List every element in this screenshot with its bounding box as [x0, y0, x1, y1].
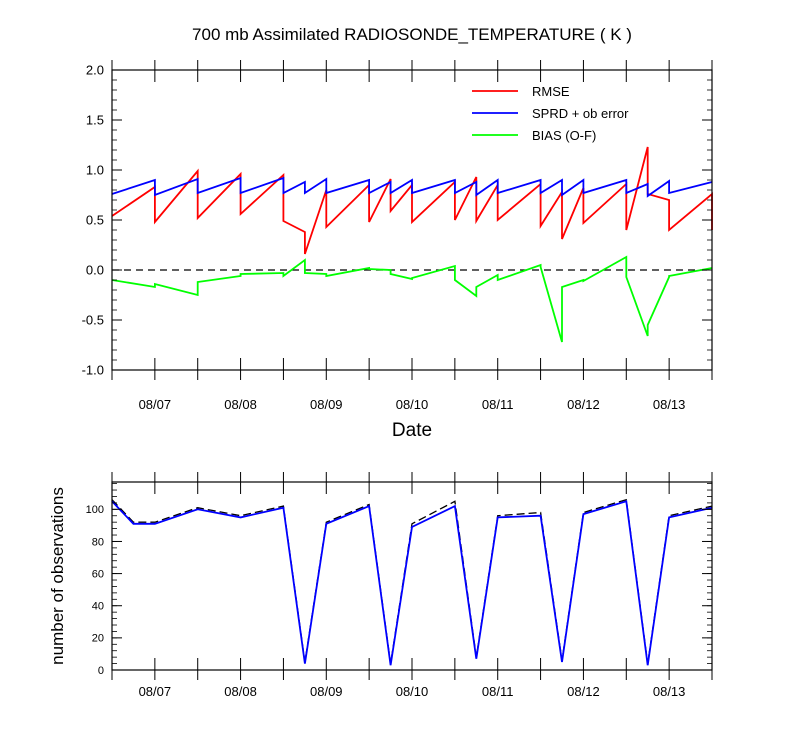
series-line-sprd-ob-error: [111, 176, 713, 198]
legend-label: BIAS (O-F): [532, 128, 596, 143]
x-tick-label: 08/10: [396, 684, 429, 699]
x-tick-label: 08/07: [139, 397, 172, 412]
top-axis-ticks: -1.0 -0.5 0.0 0.5 1.0 1.5 2.0 08/07 08/08 08/09 08…: [82, 60, 713, 412]
x-tick-label: 08/08: [224, 684, 257, 699]
series-line-bias-o-f: [111, 255, 713, 343]
x-tick-label: 08/07: [139, 684, 172, 699]
series-line-dashed-0: [111, 498, 713, 664]
y-tick-label: 0.0: [86, 263, 104, 278]
x-tick-label: 08/08: [224, 397, 257, 412]
x-tick-label: 08/09: [310, 684, 343, 699]
x-tick-label: 08/12: [567, 397, 600, 412]
series-line-solid-1: [111, 500, 713, 666]
legend: RMSE SPRD + ob error BIAS (O-F): [472, 84, 629, 143]
y-tick-label: 20: [92, 633, 104, 645]
y-tick-label: 80: [92, 536, 104, 548]
bottom-chart: number of observations 0 20 40 60 80 100 08/07…: [48, 472, 713, 699]
x-tick-label: 08/12: [567, 684, 600, 699]
y-tick-label: 40: [92, 601, 104, 613]
top-series-group: [111, 146, 713, 343]
series-line-rmse: [111, 146, 713, 255]
legend-label: SPRD + ob error: [532, 106, 629, 121]
y-tick-label: 0.5: [86, 213, 104, 228]
y-tick-label: 0: [98, 665, 104, 677]
x-tick-label: 08/09: [310, 397, 343, 412]
x-tick-label: 08/11: [482, 397, 514, 412]
legend-label: RMSE: [532, 84, 570, 99]
top-chart: 700 mb Assimilated RADIOSONDE_TEMPERATUR…: [82, 25, 713, 441]
chart-title: 700 mb Assimilated RADIOSONDE_TEMPERATUR…: [192, 25, 632, 44]
x-tick-label: 08/13: [653, 684, 686, 699]
y-tick-label: 2.0: [86, 63, 104, 78]
y-axis-label: number of observations: [48, 487, 67, 665]
y-tick-label: -0.5: [82, 313, 104, 328]
bottom-axis-ticks: 0 20 40 60 80 100 08/07 08/08 08/09 08/10 08/11 08/…: [86, 472, 713, 699]
y-tick-label: 1.5: [86, 113, 104, 128]
y-tick-label: 1.0: [86, 163, 104, 178]
y-tick-label: 100: [86, 504, 104, 516]
x-tick-label: 08/10: [396, 397, 429, 412]
bottom-series-group: [111, 498, 713, 666]
y-tick-label: -1.0: [82, 363, 104, 378]
x-axis-label: Date: [392, 420, 432, 441]
y-tick-label: 60: [92, 568, 104, 580]
x-tick-label: 08/11: [482, 684, 514, 699]
x-tick-label: 08/13: [653, 397, 686, 412]
